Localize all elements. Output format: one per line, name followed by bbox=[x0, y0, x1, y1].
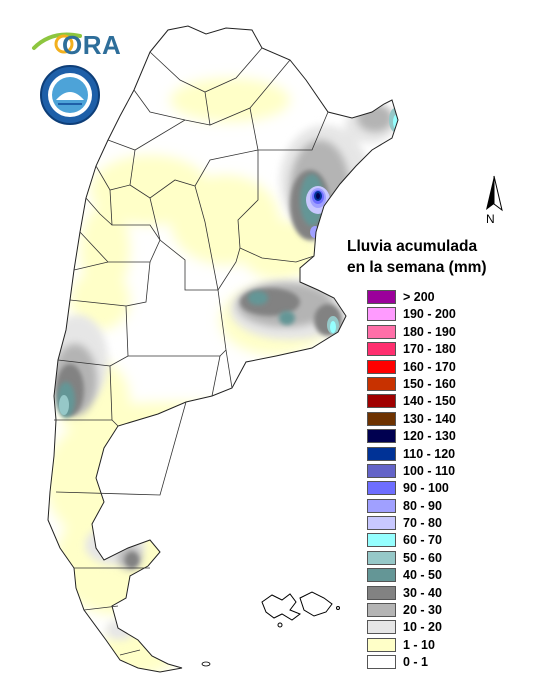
legend-swatch bbox=[367, 585, 396, 600]
legend-swatch bbox=[367, 446, 396, 461]
legend-item: 190 - 200 bbox=[367, 306, 487, 323]
legend-label: > 200 bbox=[403, 290, 435, 304]
legend-swatch bbox=[367, 290, 396, 304]
legend-label: 180 - 190 bbox=[403, 324, 456, 339]
legend-item: > 200 bbox=[367, 289, 487, 306]
legend-swatch bbox=[367, 429, 396, 444]
legend-item: 20 - 30 bbox=[367, 602, 487, 619]
legend-item: 160 - 170 bbox=[367, 359, 487, 376]
north-arrow-label: N bbox=[486, 212, 495, 226]
island-shape bbox=[201, 661, 211, 667]
legend-item: 80 - 90 bbox=[367, 498, 487, 515]
legend-item: 110 - 120 bbox=[367, 446, 487, 463]
legend-item: 180 - 190 bbox=[367, 324, 487, 341]
legend-label: 170 - 180 bbox=[403, 342, 456, 357]
legend-label: 0 - 1 bbox=[403, 655, 429, 670]
legend-label: 70 - 80 bbox=[403, 516, 442, 531]
legend-swatch bbox=[367, 307, 396, 322]
legend-swatch bbox=[367, 550, 396, 565]
legend-label: 20 - 30 bbox=[403, 603, 442, 618]
legend-swatch bbox=[367, 411, 396, 426]
legend-swatch bbox=[367, 498, 396, 513]
legend-label: 160 - 170 bbox=[403, 359, 456, 374]
legend-swatch bbox=[367, 603, 396, 618]
legend-swatch bbox=[367, 637, 396, 652]
legend-item: 30 - 40 bbox=[367, 585, 487, 602]
legend-swatch bbox=[367, 533, 396, 548]
legend-label: 100 - 110 bbox=[403, 463, 456, 478]
legend-label: 30 - 40 bbox=[403, 585, 442, 600]
legend-label: 1 - 10 bbox=[403, 637, 435, 652]
legend-item: 50 - 60 bbox=[367, 550, 487, 567]
legend-label: 120 - 130 bbox=[403, 429, 456, 444]
legend-label: 40 - 50 bbox=[403, 568, 442, 583]
malvinas-islands bbox=[261, 591, 340, 628]
legend-item: 170 - 180 bbox=[367, 341, 487, 358]
ora-logo-text: ORA bbox=[62, 30, 122, 60]
legend-title: Lluvia acumulada en la semana (mm) bbox=[347, 236, 532, 278]
legend-swatch bbox=[367, 568, 396, 583]
country-border bbox=[47, 25, 399, 673]
legend-swatch bbox=[367, 376, 396, 391]
smn-seal-logo bbox=[40, 65, 100, 125]
legend-label: 50 - 60 bbox=[403, 550, 442, 565]
legend-swatch bbox=[367, 655, 396, 670]
legend-swatch bbox=[367, 342, 396, 357]
legend-item: 60 - 70 bbox=[367, 532, 487, 549]
legend-item: 10 - 20 bbox=[367, 619, 487, 636]
legend-item: 140 - 150 bbox=[367, 393, 487, 410]
legend-item: 90 - 100 bbox=[367, 480, 487, 497]
legend-swatch bbox=[367, 516, 396, 531]
legend-item: 40 - 50 bbox=[367, 567, 487, 584]
legend-label: 150 - 160 bbox=[403, 376, 456, 391]
ora-logo-swoosh bbox=[32, 32, 82, 54]
legend-label: 10 - 20 bbox=[403, 620, 442, 635]
legend-swatch bbox=[367, 359, 396, 374]
legend-item: 0 - 1 bbox=[367, 654, 487, 671]
legend-swatch bbox=[367, 620, 396, 635]
legend: > 200 190 - 200 180 - 190 170 - 180 160 - 17… bbox=[367, 289, 487, 672]
legend-label: 140 - 150 bbox=[403, 394, 456, 409]
legend-swatch bbox=[367, 463, 396, 478]
legend-item: 100 - 110 bbox=[367, 463, 487, 480]
legend-label: 60 - 70 bbox=[403, 533, 442, 548]
province-borders bbox=[54, 47, 329, 656]
legend-item: 120 - 130 bbox=[367, 428, 487, 445]
legend-title-line2: en la semana (mm) bbox=[347, 259, 487, 276]
legend-title-line1: Lluvia acumulada bbox=[347, 238, 478, 255]
legend-item: 1 - 10 bbox=[367, 637, 487, 654]
legend-swatch bbox=[367, 481, 396, 496]
legend-swatch bbox=[367, 324, 396, 339]
legend-item: 130 - 140 bbox=[367, 411, 487, 428]
legend-label: 130 - 140 bbox=[403, 411, 456, 426]
legend-label: 80 - 90 bbox=[403, 498, 442, 513]
legend-item: 70 - 80 bbox=[367, 515, 487, 532]
legend-label: 90 - 100 bbox=[403, 481, 449, 496]
legend-label: 190 - 200 bbox=[403, 307, 456, 322]
legend-swatch bbox=[367, 394, 396, 409]
legend-item: 150 - 160 bbox=[367, 376, 487, 393]
north-arrow-icon bbox=[486, 175, 503, 212]
legend-label: 110 - 120 bbox=[403, 446, 456, 461]
